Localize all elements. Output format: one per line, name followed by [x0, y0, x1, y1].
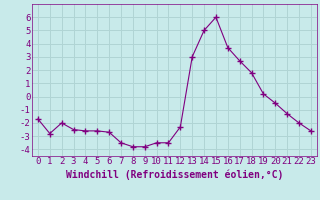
X-axis label: Windchill (Refroidissement éolien,°C): Windchill (Refroidissement éolien,°C)	[66, 169, 283, 180]
